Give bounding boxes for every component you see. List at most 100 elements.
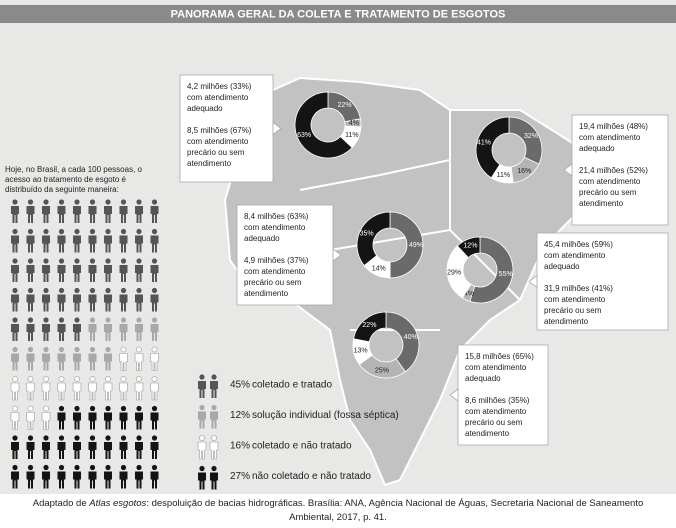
person-icon <box>150 376 159 401</box>
person-head <box>151 199 158 205</box>
person-body <box>73 294 81 312</box>
donut-segment <box>469 236 514 304</box>
person-icon <box>198 404 206 429</box>
box-text: com atendimento <box>244 223 306 232</box>
person-head <box>151 464 158 471</box>
person-head <box>43 346 49 353</box>
person-icon <box>26 464 35 489</box>
donut-segment <box>294 91 353 159</box>
person-head <box>74 435 80 441</box>
person-head <box>211 374 217 380</box>
box-text: 4,9 milhões (37%) <box>244 256 309 265</box>
person-icon <box>42 258 50 282</box>
person-head <box>27 376 34 382</box>
box-arrow <box>332 248 342 262</box>
donut-label: 63% <box>297 132 311 139</box>
person-icon <box>11 228 19 253</box>
person-icon <box>119 405 128 430</box>
person-body <box>26 412 35 430</box>
person-body <box>104 353 112 371</box>
donut-label: 4% <box>464 290 474 297</box>
person-icon <box>119 346 128 371</box>
person-body <box>134 353 144 371</box>
person-body <box>150 324 159 341</box>
person-body <box>119 324 128 341</box>
person-head <box>136 405 142 412</box>
person-head <box>105 317 111 323</box>
person-icon <box>41 376 51 401</box>
person-head <box>74 317 80 323</box>
person-icon <box>26 199 35 223</box>
person-head <box>27 346 34 353</box>
person-body <box>103 382 113 401</box>
person-icon <box>26 435 35 459</box>
person-head <box>89 464 96 471</box>
person-head <box>27 199 34 205</box>
person-body <box>11 471 19 489</box>
person-icon <box>104 317 112 341</box>
person-body <box>135 265 143 282</box>
person-icon <box>42 199 50 223</box>
donut-label: 40% <box>404 334 418 341</box>
person-head <box>27 228 34 235</box>
person-head <box>27 405 34 412</box>
person-icon <box>104 287 112 312</box>
person-icon <box>11 317 19 341</box>
person-icon <box>88 346 97 371</box>
info-box <box>536 232 669 331</box>
person-head <box>136 287 142 294</box>
box-text: precário ou sem <box>579 188 637 197</box>
person-body <box>10 412 20 430</box>
person-icon <box>57 258 66 282</box>
intro-text: acesso ao tratamento de esgoto é <box>5 175 127 184</box>
person-head <box>12 346 18 353</box>
person-icon <box>26 228 35 253</box>
person-head <box>199 465 205 472</box>
person-head <box>89 376 96 382</box>
person-head <box>105 376 111 382</box>
person-icon <box>73 346 81 371</box>
person-body <box>88 235 97 253</box>
person-icon <box>104 199 112 223</box>
person-icon <box>150 346 159 371</box>
info-box <box>179 74 274 183</box>
person-body <box>150 412 159 430</box>
person-body <box>42 206 50 223</box>
person-head <box>151 405 158 412</box>
person-body <box>57 324 66 341</box>
person-head <box>136 464 142 471</box>
person-head <box>74 258 80 264</box>
donut-label: 14% <box>372 265 386 272</box>
person-head <box>89 228 96 235</box>
caption-text: : despoluição de bacias hidrográficas. B… <box>146 498 644 509</box>
box-text: com atendimento <box>465 407 527 416</box>
person-head <box>89 405 96 412</box>
person-icon <box>135 228 143 253</box>
legend-text: coletado e não tratado <box>252 441 352 452</box>
donut-segment <box>385 311 420 373</box>
box-text: precário ou sem <box>244 278 302 287</box>
person-icon <box>210 465 218 490</box>
person-icon <box>73 258 81 282</box>
box-text: com atendimento <box>187 137 249 146</box>
person-body <box>104 471 112 489</box>
person-body <box>73 324 81 341</box>
person-body <box>119 353 128 371</box>
person-icon <box>42 317 50 341</box>
donut-label: 35% <box>360 231 374 238</box>
person-icon <box>42 464 50 489</box>
person-icon <box>42 346 50 371</box>
person-icon <box>104 464 112 489</box>
person-head <box>12 405 18 412</box>
person-body <box>11 324 19 341</box>
person-head <box>136 435 142 441</box>
box-text: com atendimento <box>544 295 606 304</box>
person-head <box>136 228 142 235</box>
person-body <box>72 382 82 401</box>
person-head <box>89 199 96 205</box>
person-head <box>58 258 65 264</box>
person-body <box>119 265 128 282</box>
donut-label: 4% <box>349 120 359 127</box>
person-head <box>27 317 34 323</box>
